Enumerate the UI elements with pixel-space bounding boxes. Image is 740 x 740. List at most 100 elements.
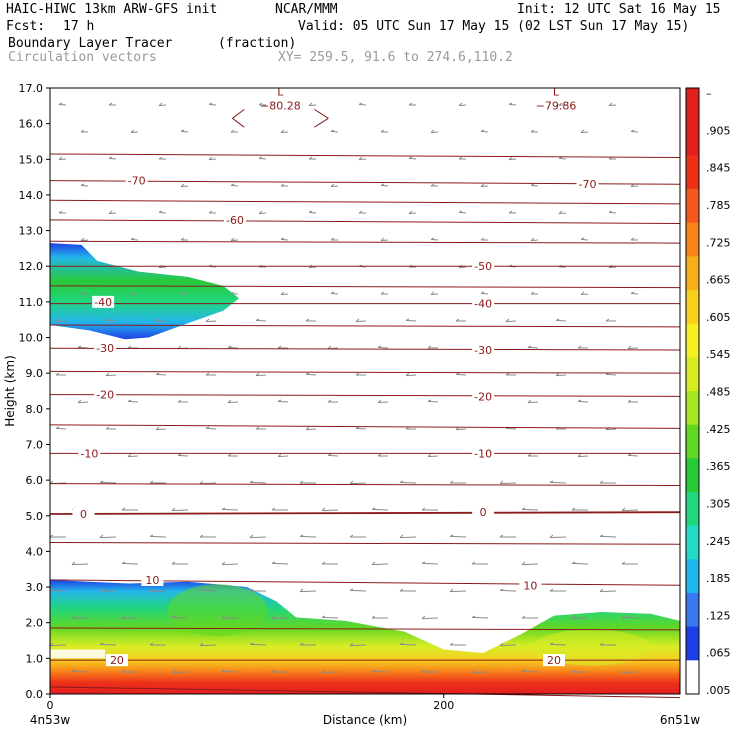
vector-arrow-head [480, 129, 485, 132]
vector-arrow-head [158, 102, 163, 106]
vector-arrow-head [149, 642, 154, 646]
vector-arrow [449, 590, 467, 593]
vector-arrow [127, 400, 139, 403]
vector-arrow-head [77, 345, 82, 348]
vector-arrow-head [55, 372, 60, 376]
green-core [167, 584, 268, 637]
vector-arrow-head [521, 615, 526, 619]
vector-arrow-head [355, 426, 360, 429]
vector-arrow-head [549, 588, 554, 592]
vector-arrow-head [580, 237, 585, 240]
vector-arrow [308, 104, 317, 107]
vector-arrow [271, 617, 289, 620]
vector-arrow-head [455, 318, 460, 322]
x-axis: 0 200 Distance (km) 4n53w 6n51w [30, 694, 700, 727]
vector-arrow-head [408, 156, 413, 159]
vector-arrow-head [630, 129, 635, 132]
colorbar-segment [686, 559, 699, 594]
vector-arrow-head [321, 615, 326, 618]
x-left-endpoint: 4n53w [30, 713, 71, 727]
y-tick-label: 12.0 [19, 260, 44, 273]
vector-arrow-head [377, 399, 382, 403]
upper-tracer-plume [50, 243, 239, 340]
isotherm-label-bg [472, 390, 495, 403]
vector-arrow-head [305, 318, 310, 322]
y-tick-label: 17.0 [19, 82, 44, 95]
vector-arrow-head [330, 129, 335, 132]
vector-arrow-head [108, 210, 113, 214]
vector-arrow [330, 185, 339, 188]
vector-arrow [349, 644, 367, 647]
vector-arrow [405, 374, 417, 377]
vector-arrow [277, 400, 289, 403]
vector-arrow-head [71, 561, 76, 565]
vector-arrow-head [155, 318, 160, 322]
vector-arrow-head [71, 669, 76, 672]
vector-arrow-head [349, 480, 354, 484]
vector-arrow-head [421, 561, 426, 564]
isotherm-label: -70 [578, 178, 596, 191]
vector-arrow [230, 239, 239, 242]
vector-arrow [221, 563, 239, 566]
colorbar-segment [686, 189, 699, 224]
vector-arrow-head [449, 534, 454, 537]
vector-arrow-head [330, 291, 335, 294]
vector-arrow [171, 616, 189, 619]
vector-arrow [105, 319, 117, 322]
vector-arrow [277, 455, 289, 458]
vector-arrow-head [527, 399, 532, 403]
vector-arrow-head [80, 291, 85, 295]
vector-arrow-head [121, 507, 126, 511]
isotherm-line [49, 199, 681, 205]
vector-arrow-head [58, 210, 63, 214]
vector-arrow [430, 293, 439, 296]
vector-arrow [549, 481, 567, 484]
vector-arrow-head [199, 480, 204, 484]
vector-arrow-head [458, 210, 463, 213]
vector-arrow [49, 644, 67, 647]
vector-arrow-head [108, 156, 113, 159]
vector-arrow-head [405, 372, 410, 376]
vector-arrow [305, 428, 317, 431]
vector-arrow-head [105, 318, 110, 321]
vector-arrow-head [349, 642, 354, 646]
vector-arrow [605, 428, 617, 431]
x-axis-label: Distance (km) [323, 713, 407, 727]
colorbar-segment [686, 525, 699, 560]
vector-arrow [427, 455, 439, 458]
vector-arrow-head [277, 345, 282, 349]
vector-arrow [621, 509, 639, 512]
vector-arrow-head [508, 210, 513, 214]
vector-arrow [255, 374, 267, 377]
vector-arrow [405, 319, 417, 322]
vector-arrow [180, 130, 189, 133]
vector-arrow [527, 346, 539, 349]
vector-arrow-head [77, 399, 82, 403]
vector-arrow-head [199, 642, 204, 646]
vector-arrow-head [630, 237, 635, 241]
vector-arrow-head [258, 102, 263, 106]
y-tick-label: 13.0 [19, 225, 44, 238]
vector-arrow [130, 131, 139, 134]
isotherm-line [49, 424, 681, 429]
isotherm-label: 0 [480, 506, 487, 519]
vector-arrow [508, 158, 517, 161]
vector-arrow-head [408, 102, 413, 106]
vector-arrow [349, 589, 367, 592]
vector-arrow-head [177, 399, 182, 403]
vector-arrow-head [249, 642, 254, 645]
vector-arrow-head [430, 183, 435, 187]
vector-arrow-head [421, 615, 426, 619]
vector-arrow [327, 347, 339, 350]
vector-arrow-head [249, 534, 254, 538]
y-tick-label: 6.0 [26, 474, 44, 487]
colorbar-label: .605 [706, 311, 731, 324]
colorbar-segment [686, 88, 699, 123]
vector-arrow-head [427, 345, 432, 349]
vector-arrow-head [321, 669, 326, 673]
vector-arrow-head [571, 669, 576, 673]
y-tick-label: 10.0 [19, 332, 44, 345]
isotherm-label-bg [72, 507, 95, 520]
y-tick-label: 8.0 [26, 403, 44, 416]
vector-arrow-head [427, 453, 432, 457]
